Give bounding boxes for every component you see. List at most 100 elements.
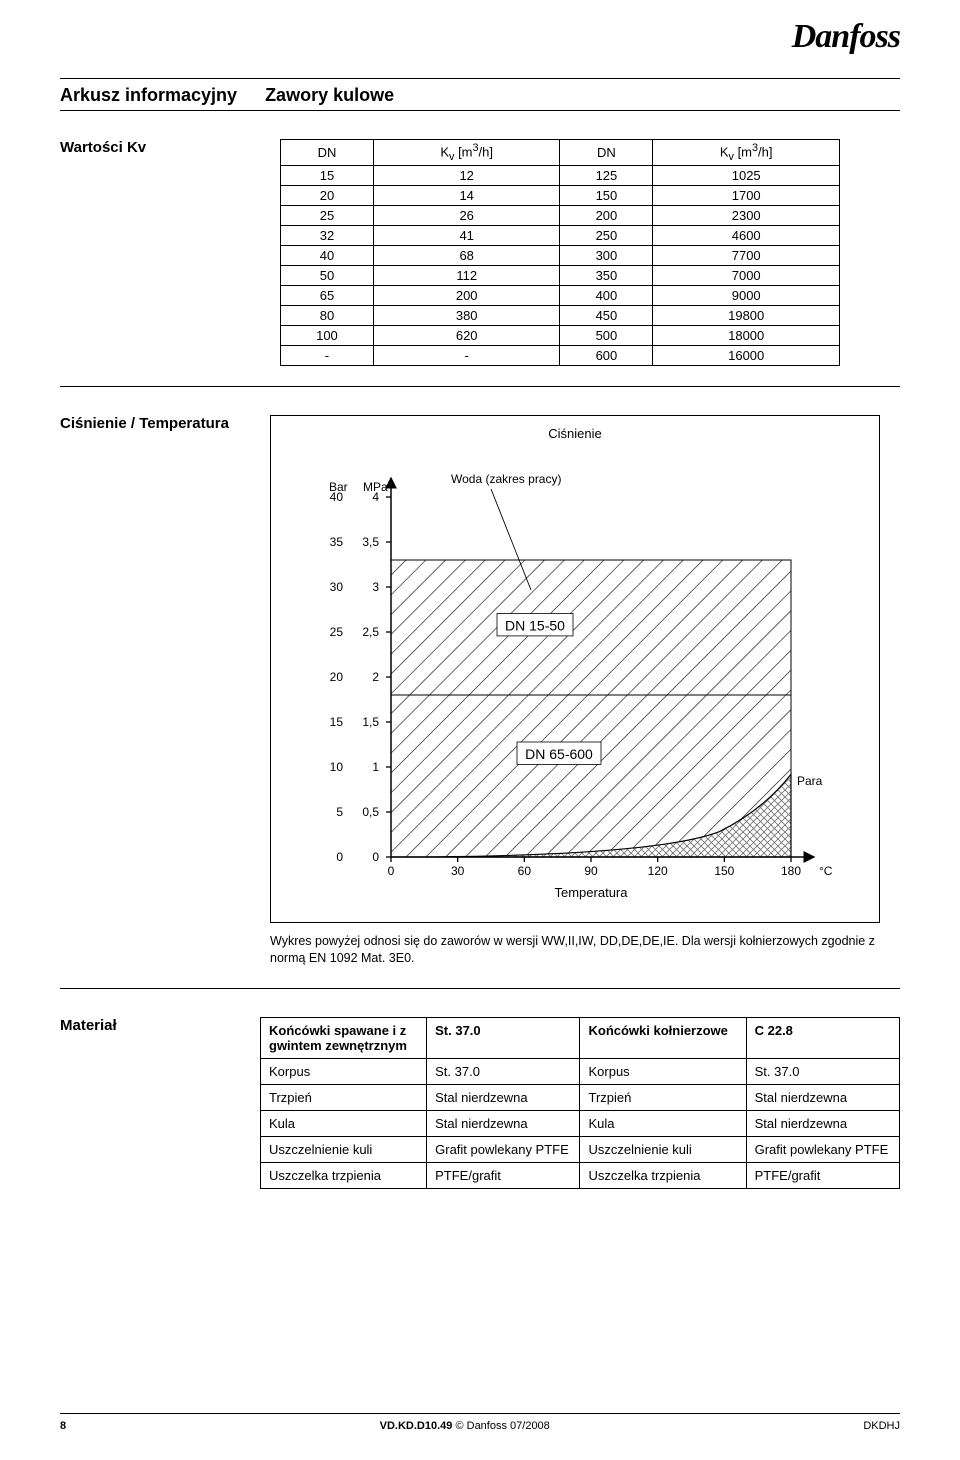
svg-text:3,5: 3,5 [362,535,379,549]
table-cell: 380 [373,305,560,325]
section-material: Materiał Końcówki spawane i z gwintem ze… [60,1017,900,1189]
table-cell: 14 [373,185,560,205]
pt-chart: Ciśnienie DN 15-50DN 65-600404353,530325… [270,415,880,923]
table-cell: St. 37.0 [746,1058,899,1084]
table-cell: 16000 [653,345,840,365]
svg-text:2,5: 2,5 [362,625,379,639]
table-row: 652004009000 [281,285,840,305]
footer-rest: © Danfoss 07/2008 [452,1420,549,1432]
material-table: Końcówki spawane i z gwintem zewnętrznym… [260,1017,900,1189]
chart-title: Ciśnienie [281,426,869,441]
kv-col-header: Kv [m3/h] [653,140,840,166]
page-footer: 8 VD.KD.D10.49 © Danfoss 07/2008 DKDHJ [60,1413,900,1432]
svg-text:MPa: MPa [363,480,388,494]
table-row: 15121251025 [281,165,840,185]
table-cell: Grafit powlekany PTFE [427,1136,580,1162]
table-cell: Grafit powlekany PTFE [746,1136,899,1162]
table-cell: 80 [281,305,374,325]
svg-text:25: 25 [330,625,344,639]
svg-text:0: 0 [336,850,343,864]
table-cell: 150 [560,185,653,205]
page-number: 8 [60,1420,66,1432]
table-row: 10062050018000 [281,325,840,345]
section-pt: Ciśnienie / Temperatura Ciśnienie DN 15-… [60,415,900,968]
table-cell: 15 [281,165,374,185]
brand-logo: Danfoss [792,18,900,56]
doc-type: Arkusz informacyjny [60,85,237,106]
svg-text:0: 0 [388,864,395,878]
svg-text:0: 0 [372,850,379,864]
table-cell: Uszczelnienie kuli [261,1136,427,1162]
table-cell: 41 [373,225,560,245]
table-cell: 450 [560,305,653,325]
table-cell: Uszczelka trzpienia [580,1162,746,1188]
table-cell: Korpus [261,1058,427,1084]
svg-text:20: 20 [330,670,344,684]
svg-text:3: 3 [372,580,379,594]
section-pt-label: Ciśnienie / Temperatura [60,415,260,968]
svg-text:Para: Para [797,774,823,788]
table-cell: 1700 [653,185,840,205]
table-cell: Stal nierdzewna [746,1084,899,1110]
svg-text:°C: °C [819,864,833,878]
svg-text:30: 30 [330,580,344,594]
table-cell: 26 [373,205,560,225]
table-row: 20141501700 [281,185,840,205]
table-cell: 250 [560,225,653,245]
svg-text:DN 65-600: DN 65-600 [525,746,593,762]
doc-title: Zawory kulowe [265,85,394,106]
table-cell: C 22.8 [746,1017,899,1058]
table-cell: Stal nierdzewna [746,1110,899,1136]
table-row: Końcówki spawane i z gwintem zewnętrznym… [261,1017,900,1058]
table-cell: 68 [373,245,560,265]
table-row: 25262002300 [281,205,840,225]
svg-text:60: 60 [518,864,532,878]
svg-text:120: 120 [648,864,668,878]
table-cell: 40 [281,245,374,265]
table-cell: 7700 [653,245,840,265]
svg-text:150: 150 [714,864,734,878]
kv-col-header: DN [560,140,653,166]
table-cell: 200 [560,205,653,225]
kv-table: DNKv [m3/h]DNKv [m3/h] 15121251025201415… [280,139,840,366]
table-row: 501123507000 [281,265,840,285]
table-row: 32412504600 [281,225,840,245]
svg-text:Woda (zakres pracy): Woda (zakres pracy) [451,472,561,486]
table-row: TrzpieńStal nierdzewnaTrzpieńStal nierdz… [261,1084,900,1110]
pt-chart-svg: DN 15-50DN 65-600404353,5303252,5202151,… [281,447,861,907]
table-cell: PTFE/grafit [427,1162,580,1188]
svg-text:10: 10 [330,760,344,774]
table-cell: St. 37.0 [427,1058,580,1084]
table-row: Uszczelka trzpieniaPTFE/grafitUszczelka … [261,1162,900,1188]
table-row: --60016000 [281,345,840,365]
table-cell: 400 [560,285,653,305]
table-cell: 1025 [653,165,840,185]
table-row: Uszczelnienie kuliGrafit powlekany PTFEU… [261,1136,900,1162]
svg-text:5: 5 [336,805,343,819]
svg-text:1: 1 [372,760,379,774]
chart-caption: Wykres powyżej odnosi się do zaworów w w… [270,933,880,968]
table-cell: 620 [373,325,560,345]
table-cell: Stal nierdzewna [427,1084,580,1110]
table-cell: 7000 [653,265,840,285]
table-cell: - [281,345,374,365]
table-cell: Końcówki kołnierzowe [580,1017,746,1058]
table-cell: St. 37.0 [427,1017,580,1058]
footer-right: DKDHJ [863,1420,900,1432]
table-row: KulaStal nierdzewnaKulaStal nierdzewna [261,1110,900,1136]
table-cell: 65 [281,285,374,305]
table-cell: 350 [560,265,653,285]
table-cell: 2300 [653,205,840,225]
table-cell: 112 [373,265,560,285]
table-cell: 300 [560,245,653,265]
svg-text:Temperatura: Temperatura [555,885,629,900]
table-cell: 32 [281,225,374,245]
rule-2 [60,988,900,989]
table-cell: Końcówki spawane i z gwintem zewnętrznym [261,1017,427,1058]
footer-code: VD.KD.D10.49 [380,1420,453,1432]
kv-col-header: DN [281,140,374,166]
table-cell: 100 [281,325,374,345]
table-row: 8038045019800 [281,305,840,325]
footer-center: VD.KD.D10.49 © Danfoss 07/2008 [380,1420,550,1432]
svg-text:2: 2 [372,670,379,684]
